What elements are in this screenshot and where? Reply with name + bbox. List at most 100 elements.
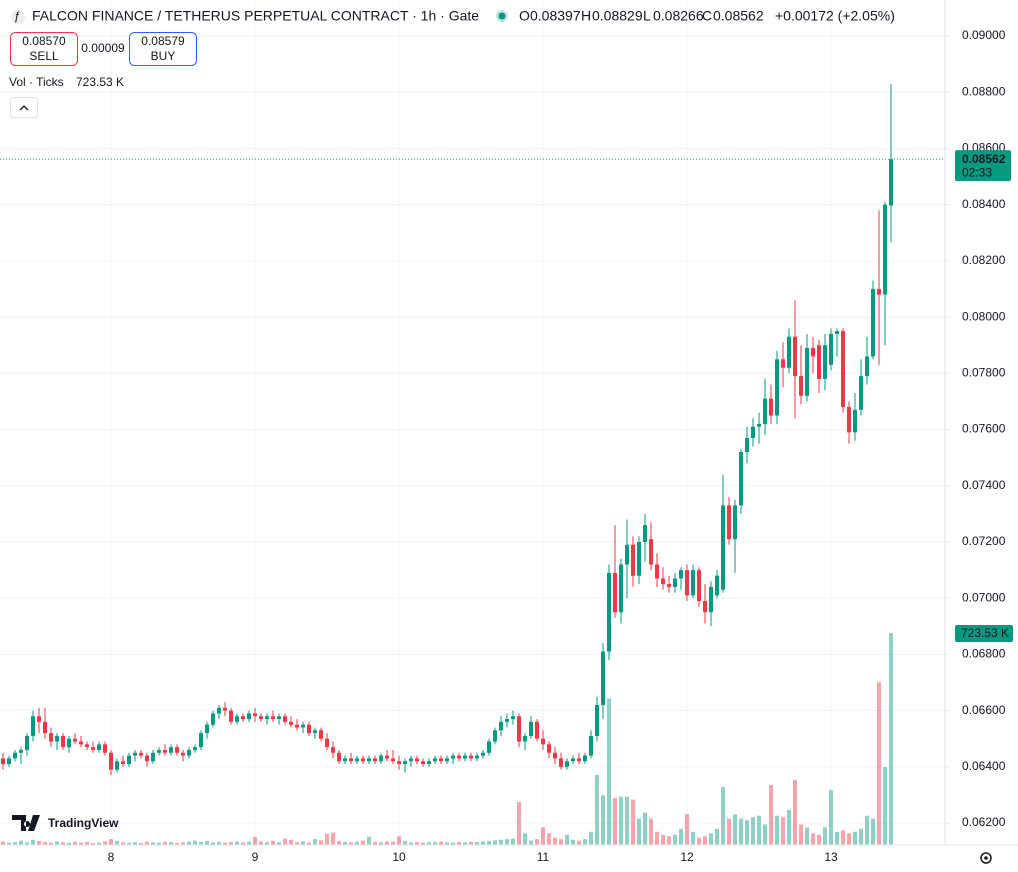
volume-bar (529, 840, 533, 845)
volume-bar (607, 698, 611, 845)
volume-bar (355, 841, 359, 845)
candle-body (859, 376, 863, 410)
volume-bar (343, 842, 347, 845)
volume-bar (85, 842, 89, 845)
volume-bar (49, 842, 53, 845)
volume-bar (559, 839, 563, 845)
volume-bar (133, 842, 137, 845)
candle-body (121, 761, 125, 765)
candle-body (127, 755, 131, 765)
ohlc-label: C (702, 8, 712, 24)
candle-body (613, 572, 617, 613)
candle-body (769, 398, 773, 416)
volume-legend-value: 723.53 K (76, 75, 124, 89)
volume-bar (439, 841, 443, 845)
candle-body (547, 744, 551, 753)
volume-bar (829, 789, 833, 845)
candle-body (787, 336, 791, 368)
collapse-button[interactable] (10, 97, 38, 118)
symbol-icon (11, 10, 25, 24)
candle-body (481, 752, 485, 756)
time-axis: 8 9 10 11 12 13 (108, 850, 838, 864)
volume-bar (691, 831, 695, 845)
candle-body (199, 733, 203, 748)
volume-bar (655, 831, 659, 845)
candle-body (493, 730, 497, 742)
candle-body (205, 724, 209, 734)
candle-body (397, 761, 401, 765)
candle-body (505, 719, 509, 722)
volume-bar (517, 801, 521, 845)
candle-body (841, 331, 845, 408)
candle-body (469, 755, 473, 759)
buy-button[interactable] (129, 32, 197, 66)
y-tick-label: 0.06200 (962, 815, 1006, 829)
candle-body (577, 758, 581, 762)
volume-bar (145, 841, 149, 845)
candle-body (235, 716, 239, 722)
volume-bar (373, 842, 377, 845)
candle-body (181, 752, 185, 756)
ohlc-value: 0.08829 (592, 8, 643, 24)
candle-body (691, 570, 695, 596)
watermark: TradingView (48, 816, 119, 830)
ohlc-label: L (643, 8, 651, 24)
volume-bar (25, 842, 29, 845)
volume-bar (883, 767, 887, 845)
candle-body (133, 752, 137, 756)
sell-button[interactable] (10, 32, 78, 66)
volume-bar (319, 840, 323, 845)
volume-bar (367, 836, 371, 845)
volume-bar (127, 842, 131, 845)
candle-body (781, 359, 785, 368)
volume-bar (211, 842, 215, 845)
candle-body (793, 336, 797, 377)
volume-bar (847, 833, 851, 845)
volume-bar (61, 842, 65, 845)
volume-bar (889, 633, 893, 845)
volume-bar (703, 836, 707, 845)
volume-bar (523, 833, 527, 845)
volume-bar (613, 798, 617, 845)
candle-body (97, 744, 101, 750)
candle-body (739, 452, 743, 506)
y-tick-label: 0.07000 (962, 590, 1006, 604)
volume-bar (871, 818, 875, 845)
volume-bar (547, 833, 551, 845)
candle-body (337, 752, 341, 762)
volume-bar (421, 842, 425, 845)
volume-bar (331, 832, 335, 845)
y-tick-label: 0.07600 (962, 422, 1006, 436)
candle-body (283, 716, 287, 722)
candle-body (607, 572, 611, 652)
candle-body (67, 738, 71, 748)
volume-bar (271, 840, 275, 845)
candle-body (679, 570, 683, 579)
volume-bar (589, 831, 593, 845)
candle-body (655, 564, 659, 579)
volume-bar (115, 840, 119, 845)
volume-bar (7, 842, 11, 845)
volume-bar (475, 842, 479, 845)
volume-bar (451, 842, 455, 845)
volume-bar (763, 824, 767, 845)
candle-body (439, 758, 443, 762)
candle-body (103, 744, 107, 753)
volume-bar (175, 842, 179, 845)
volume-bar (307, 842, 311, 845)
candle-body (157, 749, 161, 753)
volume-bar (637, 818, 641, 845)
volume-bar (583, 839, 587, 845)
volume-bar (619, 796, 623, 845)
volume-bar (781, 817, 785, 845)
volume-bar (193, 840, 197, 845)
candle-body (763, 398, 767, 424)
volume-bar (571, 839, 575, 845)
y-tick-label: 0.06800 (962, 647, 1006, 661)
candle-body (637, 541, 641, 576)
candle-body (595, 705, 599, 736)
settings-icon[interactable] (980, 852, 992, 864)
candle-body (631, 544, 635, 576)
candle-body (463, 755, 467, 759)
volume-bar (667, 836, 671, 845)
